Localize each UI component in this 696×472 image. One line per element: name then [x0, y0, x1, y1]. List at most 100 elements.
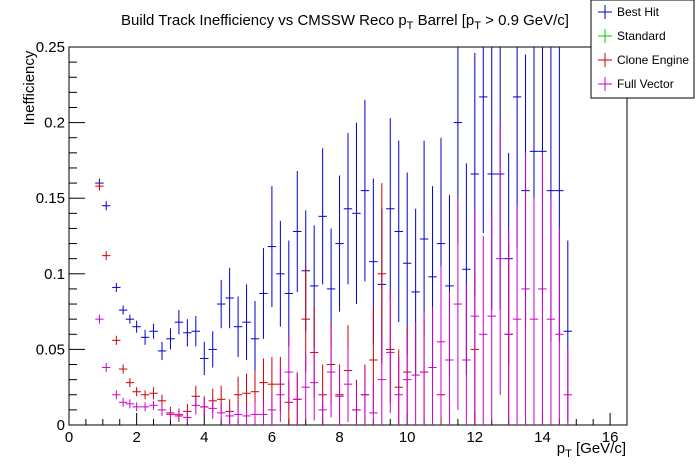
data-point	[386, 291, 395, 413]
y-tick-label: 0.05	[36, 341, 65, 358]
data-point	[360, 99, 370, 282]
data-point	[529, 198, 539, 425]
legend-item: Best Hit	[598, 5, 660, 19]
data-point	[267, 186, 277, 308]
data-point	[462, 284, 471, 425]
legend: Best Hit Standard Clone Engine Full Vector	[590, 0, 695, 99]
legend-item: Full Vector	[598, 77, 674, 91]
data-point	[125, 378, 135, 388]
series-full-vector	[95, 122, 573, 425]
data-point	[402, 334, 412, 425]
legend-label: Full Vector	[617, 77, 674, 91]
data-point	[191, 396, 201, 415]
data-point	[208, 331, 217, 368]
data-point	[102, 363, 111, 373]
data-point	[112, 282, 121, 292]
data-point	[242, 405, 251, 425]
data-point	[555, 228, 564, 425]
legend-label: Clone Engine	[617, 53, 689, 67]
data-point	[369, 382, 378, 425]
x-tick-label: 14	[534, 429, 551, 446]
x-tick-label: 12	[466, 429, 483, 446]
data-point	[284, 334, 294, 410]
data-point	[377, 334, 387, 425]
legend-label: Standard	[617, 29, 666, 43]
data-point	[112, 390, 121, 400]
data-point	[411, 322, 420, 425]
x-tick-label: 4	[200, 429, 208, 446]
data-point	[284, 240, 294, 347]
data-point	[538, 152, 547, 425]
data-point	[140, 402, 150, 412]
data-point	[318, 148, 327, 285]
data-point	[216, 403, 226, 422]
data-point	[118, 397, 128, 407]
y-tick-label: 0	[57, 417, 65, 434]
data-point	[428, 307, 437, 425]
data-point	[521, 152, 530, 425]
legend-item: Clone Engine	[598, 53, 689, 67]
data-point	[140, 390, 150, 400]
data-point	[276, 367, 285, 422]
data-point	[200, 341, 209, 376]
data-point	[242, 284, 251, 360]
data-marks	[95, 47, 573, 425]
data-point	[394, 140, 403, 323]
data-point	[563, 349, 573, 425]
data-point	[402, 172, 412, 354]
data-point	[470, 210, 480, 422]
data-point	[360, 364, 370, 425]
data-point	[250, 402, 260, 425]
x-tick-label: 6	[268, 429, 276, 446]
data-point	[208, 397, 217, 419]
data-point	[157, 403, 167, 416]
data-point	[479, 47, 488, 233]
data-point	[445, 291, 454, 425]
data-point	[453, 198, 463, 410]
data-point	[546, 198, 556, 425]
y-tick-label: 0.15	[36, 190, 65, 207]
data-point	[102, 251, 111, 261]
data-point	[233, 403, 243, 425]
data-point	[125, 399, 135, 409]
data-point	[343, 133, 353, 285]
chart-title: Build Track Inefficiency vs CMSSW Reco p…	[121, 12, 569, 32]
data-point	[95, 314, 104, 324]
data-point	[293, 170, 302, 292]
data-point	[140, 329, 150, 345]
y-tick-label: 0.2	[44, 115, 65, 132]
data-point	[250, 301, 260, 377]
data-point	[267, 394, 277, 425]
plot-frame	[68, 46, 628, 426]
data-point	[495, 122, 505, 395]
data-point	[309, 344, 319, 421]
legend-item: Standard	[598, 29, 666, 43]
data-point	[326, 326, 336, 418]
data-point	[118, 305, 128, 315]
legend-box	[590, 0, 695, 99]
data-point	[394, 356, 403, 425]
data-point	[335, 366, 344, 425]
data-point	[487, 210, 496, 422]
data-point	[149, 323, 158, 339]
data-point	[419, 311, 429, 425]
x-tick-label: 0	[65, 429, 73, 446]
data-point	[125, 314, 135, 324]
data-point	[225, 406, 234, 425]
x-tick-label: 10	[399, 429, 416, 446]
data-point	[225, 267, 234, 329]
data-point	[343, 346, 353, 422]
data-point	[419, 140, 429, 338]
data-point	[301, 353, 310, 421]
x-tick-label: 8	[335, 429, 343, 446]
data-point	[216, 279, 226, 329]
data-point	[132, 402, 141, 412]
x-axis-title: pT [GeV/c]	[557, 440, 626, 460]
data-point	[259, 358, 268, 407]
data-point	[200, 397, 209, 416]
data-point	[149, 387, 158, 400]
y-tick-label: 0.1	[44, 266, 65, 283]
data-point	[259, 400, 268, 425]
x-tick-label: 2	[132, 429, 140, 446]
data-point	[183, 319, 192, 347]
